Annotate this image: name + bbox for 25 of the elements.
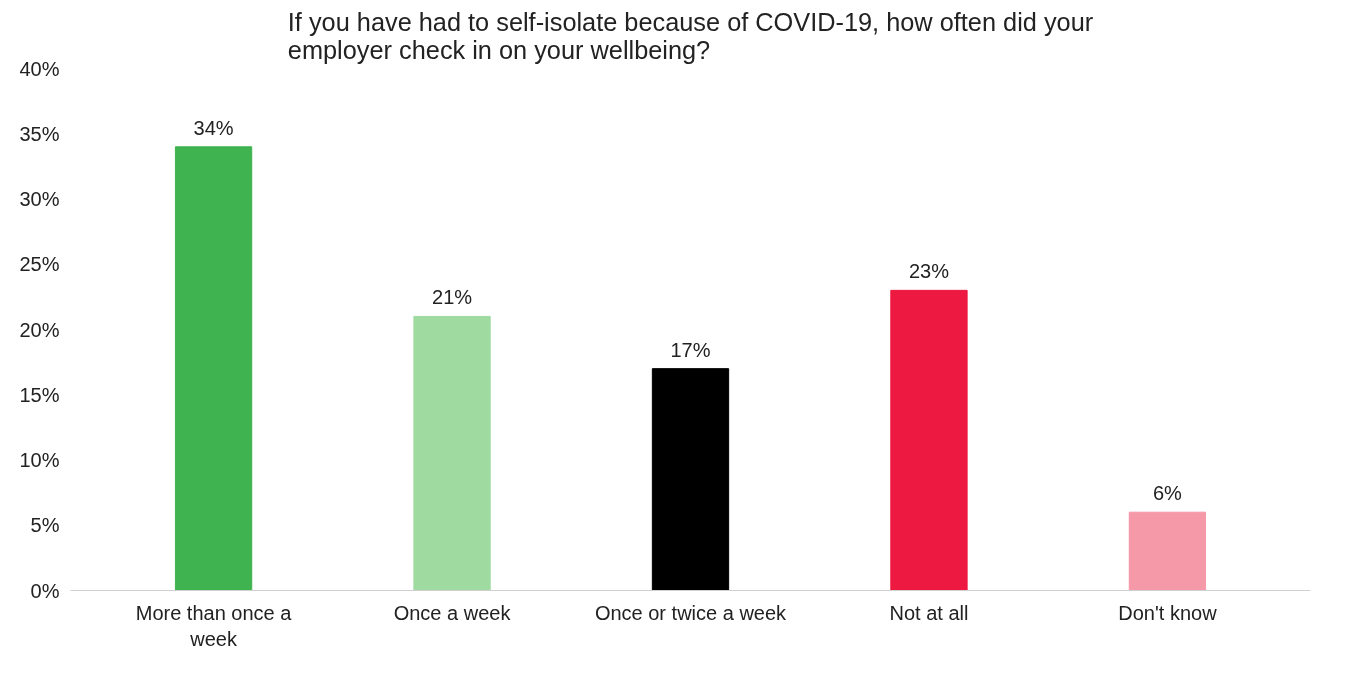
y-tick-label: 15% xyxy=(19,383,60,406)
bar xyxy=(174,146,253,591)
bar xyxy=(1128,511,1207,591)
bar xyxy=(890,289,968,591)
y-tick-label: 40% xyxy=(19,57,60,80)
x-tick-label: Once or twice a week xyxy=(594,601,788,624)
y-tick-label: 10% xyxy=(19,449,60,471)
bar xyxy=(413,315,491,591)
x-tick-label: More than once a week xyxy=(135,601,293,650)
y-tick-label: 35% xyxy=(19,122,60,145)
data-label: 6% xyxy=(1152,482,1183,505)
x-tick-label: Once a week xyxy=(393,601,512,624)
bar xyxy=(651,368,730,591)
y-tick-label: 30% xyxy=(19,188,60,210)
data-label: 17% xyxy=(670,338,711,361)
data-label: 34% xyxy=(193,116,234,139)
y-tick-label: 25% xyxy=(19,253,60,276)
y-tick-label: 20% xyxy=(19,318,60,341)
data-label: 21% xyxy=(432,286,473,309)
x-tick-label: Not at all xyxy=(889,601,969,624)
y-tick-label: 5% xyxy=(30,514,60,537)
chart-title: If you have had to self-isolate because of COVID-19, how often did your employer check in on your wellbeing? xyxy=(287,7,1094,64)
data-label: 23% xyxy=(908,260,950,283)
y-tick-label: 0% xyxy=(30,579,60,602)
x-tick-label: Don't know xyxy=(1118,601,1218,624)
